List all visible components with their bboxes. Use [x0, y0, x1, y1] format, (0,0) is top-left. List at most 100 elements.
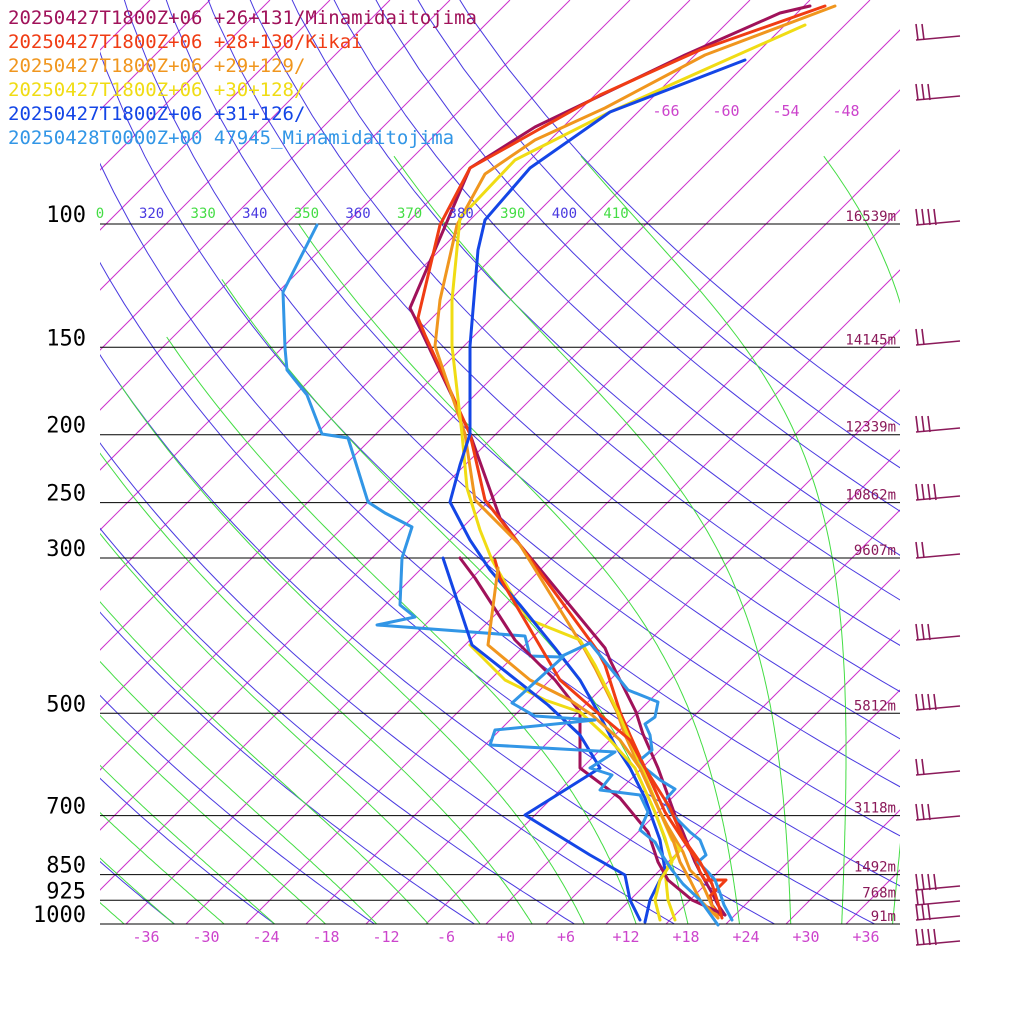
- isotherm-line: [665, 689, 900, 924]
- moist-adiabat-line: [100, 901, 125, 924]
- theta-label: 390: [500, 206, 525, 222]
- legend-entry: 20250427T1800Z+06 +29+129/: [8, 55, 305, 77]
- wind-barb-flag: [921, 328, 925, 346]
- isotherm-line: [100, 0, 331, 231]
- isotherm-line: [185, 209, 900, 924]
- legend-entry: 20250427T1800Z+06 +26+131/Minamidaitojim…: [8, 7, 477, 29]
- pressure-label: 150: [46, 326, 86, 351]
- moist-adiabat-line: [100, 764, 276, 924]
- wind-barb: [915, 415, 961, 433]
- wind-barb-flag: [915, 928, 919, 946]
- wind-barb-staff: [915, 220, 961, 226]
- isotherm-line: [100, 0, 691, 591]
- temperature-tick-label: +18: [672, 928, 699, 946]
- wind-barb: [915, 693, 961, 711]
- isotherm-line: [545, 569, 900, 924]
- wind-barb-flag: [933, 208, 937, 226]
- wind-barb-staff: [915, 940, 961, 946]
- wind-barb-staff: [915, 427, 961, 433]
- isotherm-line: [305, 329, 900, 924]
- pressure-label: 1000: [33, 903, 86, 928]
- pressure-label: 700: [46, 795, 86, 820]
- legend: 20250427T1800Z+06 +26+131/Minamidaitojim…: [8, 7, 477, 149]
- profile-line: [281, 223, 734, 922]
- height-label: 14145m: [845, 332, 896, 348]
- height-label: 16539m: [845, 209, 896, 225]
- wind-barb: [915, 328, 961, 346]
- isotherm-line: [966, 0, 1024, 924]
- profile-line: [448, 58, 747, 924]
- moist-adiabat-line: [580, 155, 847, 924]
- isotherm-line: [425, 449, 900, 924]
- theta-label: 400: [552, 206, 577, 222]
- mixing-ratio-label: -54: [772, 102, 799, 120]
- wind-barb: [915, 623, 961, 641]
- wind-barb: [915, 888, 961, 906]
- wind-barb-flag: [915, 888, 919, 906]
- pressure-label: 850: [46, 854, 86, 879]
- moist-adiabat-line: [166, 336, 637, 924]
- wind-barb-flag: [915, 83, 919, 101]
- isotherm-line: [100, 0, 631, 531]
- wind-barb-flag: [915, 483, 919, 501]
- wind-barb-flag: [921, 928, 925, 946]
- pressure-label: 300: [46, 537, 86, 562]
- theta-label: 380: [449, 206, 474, 222]
- wind-barb-flag: [927, 623, 931, 641]
- legend-entry: 20250428T0000Z+00 47945_Minamidaitojima: [8, 127, 454, 149]
- dry-adiabat-line: [249, 0, 900, 646]
- dry-adiabat-line: [291, 0, 900, 601]
- theta-label: 330: [191, 206, 216, 222]
- dry-adiabat-line: [100, 527, 576, 924]
- legend-entry: 20250427T1800Z+06 +28+130/Kikai: [8, 31, 363, 53]
- temperature-tick-label: -30: [192, 928, 219, 946]
- dry-adiabat-line: [207, 0, 900, 693]
- moist-adiabat-line: [120, 385, 585, 924]
- wind-barb-flag: [915, 693, 919, 711]
- wind-barb-flag: [927, 483, 931, 501]
- wind-barb: [915, 758, 961, 776]
- wind-barb-flag: [933, 873, 937, 891]
- isotherm-line: [100, 0, 391, 291]
- wind-barb-staff: [915, 553, 961, 559]
- legend-entry: 20250427T1800Z+06 +30+128/: [8, 79, 305, 101]
- isotherm-line: [100, 0, 811, 711]
- wind-barb-flag: [921, 415, 925, 433]
- isotherm-line: [100, 0, 451, 351]
- pressure-label: 200: [46, 414, 86, 439]
- wind-barb-flag: [921, 888, 925, 906]
- moist-adiabat-line: [100, 601, 429, 924]
- wind-barb-flag: [927, 693, 931, 711]
- theta-label: 360: [345, 206, 370, 222]
- wind-barb-flag: [921, 693, 925, 711]
- dry-adiabat-line: [100, 860, 176, 924]
- theta-label: 370: [397, 206, 422, 222]
- profile-line: [493, 558, 724, 920]
- wind-barb-flag: [921, 83, 925, 101]
- wind-barb-flag: [933, 928, 937, 946]
- temperature-tick-label: +24: [732, 928, 759, 946]
- dry-adiabat-line: [417, 0, 900, 469]
- theta-label: 350: [294, 206, 319, 222]
- wind-barb-flag: [915, 328, 919, 346]
- dry-adiabat-line: [100, 162, 900, 887]
- wind-barb: [915, 928, 961, 946]
- dry-adiabat-line: [123, 0, 900, 788]
- wind-barb-flag: [915, 623, 919, 641]
- theta-label: 340: [242, 206, 267, 222]
- mixing-ratio-label: -66: [652, 102, 679, 120]
- height-label: 3118m: [854, 801, 896, 817]
- wind-barb-staff: [915, 35, 961, 41]
- height-label: 1492m: [854, 860, 896, 876]
- wind-barb-flag: [927, 928, 931, 946]
- temperature-tick-label: -18: [312, 928, 339, 946]
- wind-barb-flag: [933, 693, 937, 711]
- wind-barb: [915, 873, 961, 891]
- isobars: [100, 223, 900, 925]
- wind-barb-flag: [921, 758, 925, 776]
- mixing-ratio-label: -60: [712, 102, 739, 120]
- temperature-tick-label: -36: [132, 928, 159, 946]
- isotherm-line: [100, 0, 271, 171]
- temperature-tick-label: -12: [372, 928, 399, 946]
- isotherm-line: [125, 149, 900, 924]
